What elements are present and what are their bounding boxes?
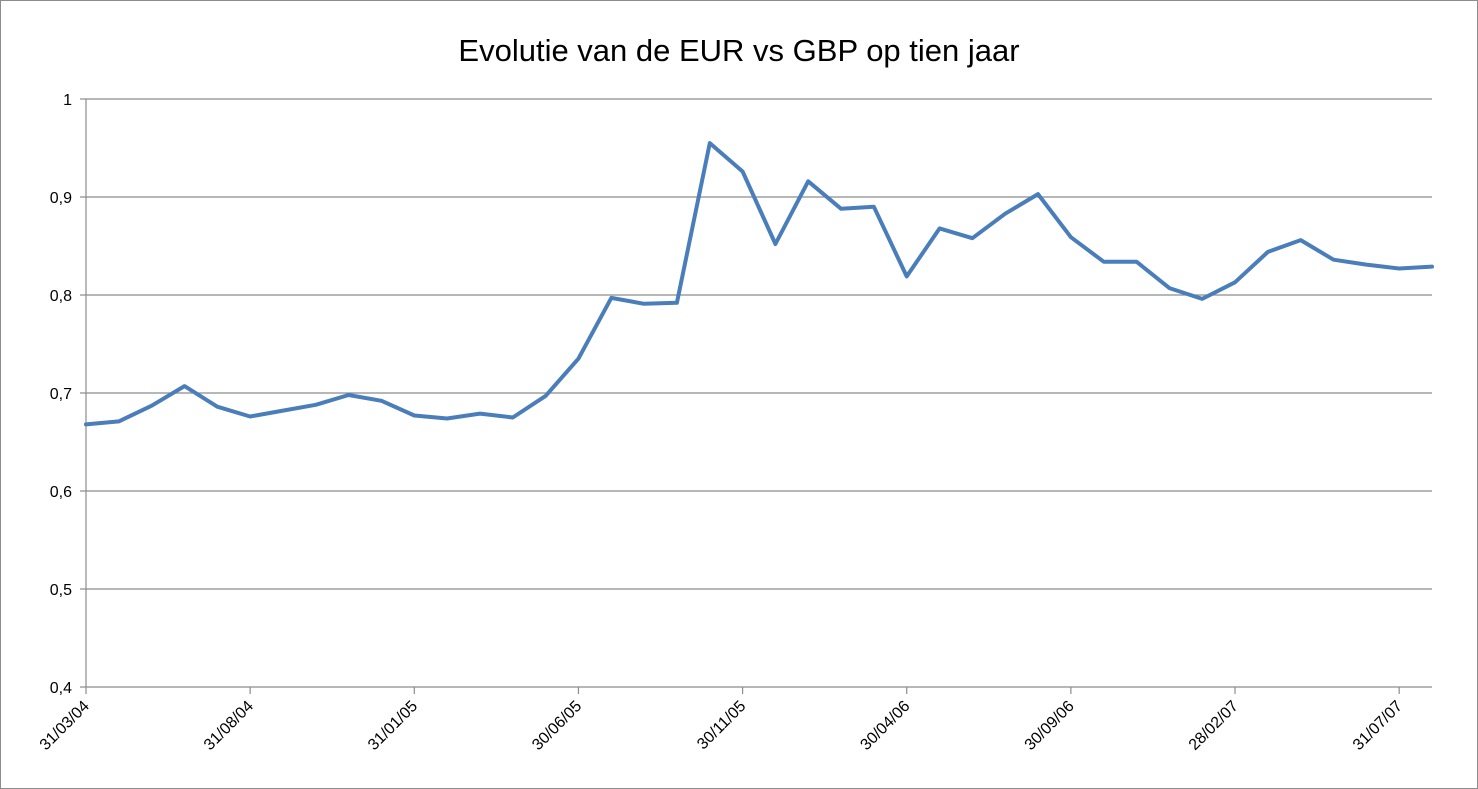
x-tick-label: 31/01/05 — [365, 698, 421, 754]
axes — [80, 98, 1432, 694]
data-point — [117, 419, 121, 423]
data-point — [642, 302, 646, 306]
data-point — [150, 404, 154, 408]
data-point — [839, 207, 843, 211]
data-point — [281, 409, 285, 413]
x-tick-label: 30/09/06 — [1022, 698, 1078, 754]
data-point — [1069, 235, 1073, 239]
data-point — [544, 394, 548, 398]
data-point — [1200, 297, 1204, 301]
y-tick-label: 0,6 — [50, 484, 72, 501]
data-point — [675, 301, 679, 305]
data-point — [215, 405, 219, 409]
x-tick-label: 30/06/05 — [529, 698, 585, 754]
y-tick-label: 0,9 — [50, 190, 72, 207]
y-tick-label: 0,4 — [50, 680, 72, 697]
data-point — [248, 415, 252, 419]
x-tick-label: 30/11/05 — [694, 698, 749, 753]
data-point — [511, 416, 515, 420]
data-point — [708, 141, 712, 145]
y-tick-label: 0,7 — [50, 386, 72, 403]
data-point — [1003, 212, 1007, 216]
series-line — [84, 141, 1434, 427]
data-point — [445, 416, 449, 420]
x-tick-labels: 31/03/04 31/08/04 31/01/05 30/06/05 30/11/05… — [37, 698, 1406, 754]
y-tick-label: 0,8 — [50, 288, 72, 305]
data-point — [182, 384, 186, 388]
data-point — [1102, 260, 1106, 264]
data-point — [1233, 280, 1237, 284]
data-point — [773, 242, 777, 246]
data-point — [84, 422, 88, 426]
data-point — [938, 226, 942, 230]
data-point — [1299, 238, 1303, 242]
x-tick-label: 30/04/06 — [857, 698, 913, 754]
data-point — [741, 170, 745, 174]
data-point — [576, 357, 580, 361]
data-point — [905, 274, 909, 278]
data-point — [478, 412, 482, 416]
data-point — [872, 205, 876, 209]
chart-title: Evolutie van de EUR vs GBP op tien jaar — [458, 33, 1019, 68]
data-point — [347, 393, 351, 397]
data-point — [1397, 267, 1401, 271]
data-point — [1332, 258, 1336, 262]
data-point — [379, 399, 383, 403]
data-point — [970, 236, 974, 240]
x-tick-label: 31/08/04 — [201, 698, 257, 754]
series-layer — [84, 141, 1434, 427]
x-tick-label: 28/02/07 — [1186, 698, 1242, 754]
data-point — [1364, 263, 1368, 267]
data-point — [1036, 192, 1040, 196]
x-tick-label: 31/03/04 — [37, 698, 93, 754]
data-point — [412, 414, 416, 418]
data-point — [1135, 260, 1139, 264]
y-tick-label: 0,5 — [50, 582, 72, 599]
y-tick-label: 1 — [63, 92, 72, 109]
data-point — [806, 179, 810, 183]
data-point — [609, 296, 613, 300]
x-tick-label: 31/07/07 — [1350, 698, 1406, 754]
data-point — [1167, 286, 1171, 290]
gridlines — [86, 98, 1432, 590]
data-point — [314, 403, 318, 407]
data-point — [1430, 265, 1434, 269]
data-point — [1266, 250, 1270, 254]
y-tick-labels: 1 0,9 0,8 0,7 0,6 0,5 0,4 — [50, 92, 72, 697]
